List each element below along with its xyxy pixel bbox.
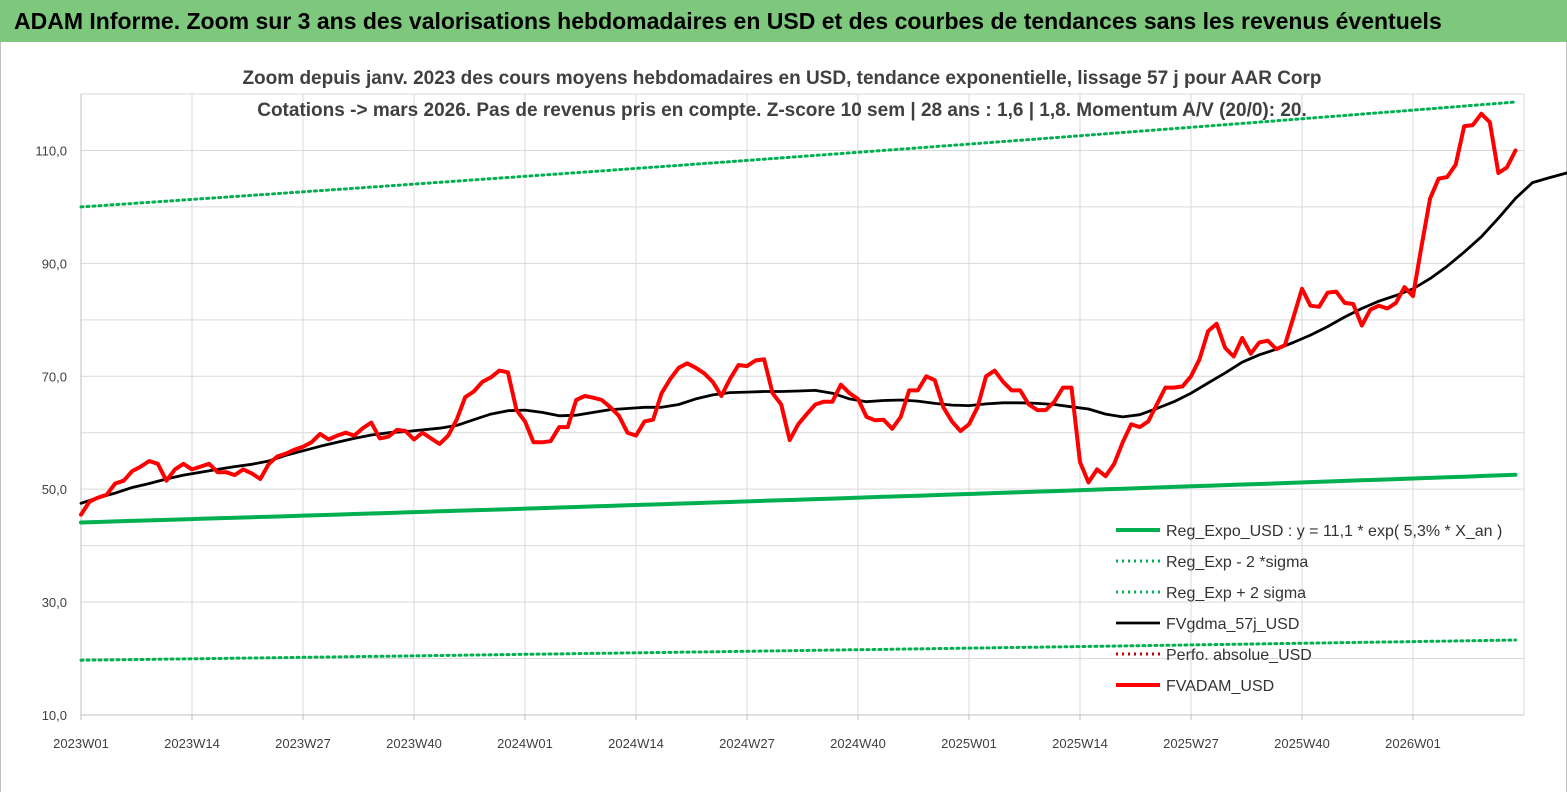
- x-tick-label: 2023W01: [53, 736, 109, 751]
- series-line-1: [79, 638, 1517, 662]
- x-tick-label: 2023W40: [386, 736, 442, 751]
- x-tick-label: 2025W14: [1052, 736, 1108, 751]
- series-lines: [79, 100, 1567, 662]
- line-chart: 10,0 30,0 50,0 70,0 90,0 110,0 2023W01 2023W14 2…: [35, 68, 1567, 751]
- report-banner-title: ADAM Informe. Zoom sur 3 ans des valoris…: [0, 0, 1567, 42]
- series-line-5: [79, 111, 1518, 517]
- x-tick-label: 2024W01: [497, 736, 553, 751]
- axes: 10,0 30,0 50,0 70,0 90,0 110,0 2023W01 2023W14 2…: [35, 94, 1524, 751]
- x-tick-label: 2023W14: [164, 736, 220, 751]
- y-tick-label: 30,0: [42, 595, 67, 610]
- grid-lines: [80, 93, 1525, 715]
- x-tick-label: 2024W40: [830, 736, 886, 751]
- chart-area: 10,0 30,0 50,0 70,0 90,0 110,0 2023W01 2023W14 2…: [0, 42, 1567, 792]
- x-tick-label: 2025W27: [1163, 736, 1219, 751]
- x-tick-label: 2024W14: [608, 736, 664, 751]
- x-tick-label: 2024W27: [719, 736, 775, 751]
- series-line-3: [79, 171, 1567, 505]
- x-tick-label: 2025W01: [941, 736, 997, 751]
- y-tick-label: 70,0: [42, 369, 67, 384]
- y-tick-label: 90,0: [42, 256, 67, 271]
- legend-label: Reg_Exp - 2 *sigma: [1166, 554, 1308, 571]
- legend: Reg_Expo_USD : y = 11,1 * exp( 5,3% * X_…: [1116, 523, 1502, 695]
- y-tick-label: 10,0: [42, 708, 67, 723]
- x-tick-label: 2026W01: [1385, 736, 1441, 751]
- legend-label: Reg_Exp + 2 sigma: [1166, 585, 1306, 602]
- legend-label: Reg_Expo_USD : y = 11,1 * exp( 5,3% * X_…: [1166, 523, 1502, 540]
- series-line-2: [79, 100, 1517, 209]
- legend-label: Perfo. absolue_USD: [1166, 647, 1312, 664]
- chart-title-line-2: Cotations -> mars 2026. Pas de revenus p…: [257, 100, 1307, 121]
- legend-label: FVgdma_57j_USD: [1166, 616, 1299, 633]
- x-tick-label: 2025W40: [1274, 736, 1330, 751]
- y-tick-label: 50,0: [42, 482, 67, 497]
- legend-label: FVADAM_USD: [1166, 678, 1274, 695]
- chart-title-line-1: Zoom depuis janv. 2023 des cours moyens …: [242, 68, 1321, 89]
- x-tick-label: 2023W27: [275, 736, 331, 751]
- y-tick-label: 110,0: [35, 143, 67, 158]
- series-line-0: [79, 472, 1518, 525]
